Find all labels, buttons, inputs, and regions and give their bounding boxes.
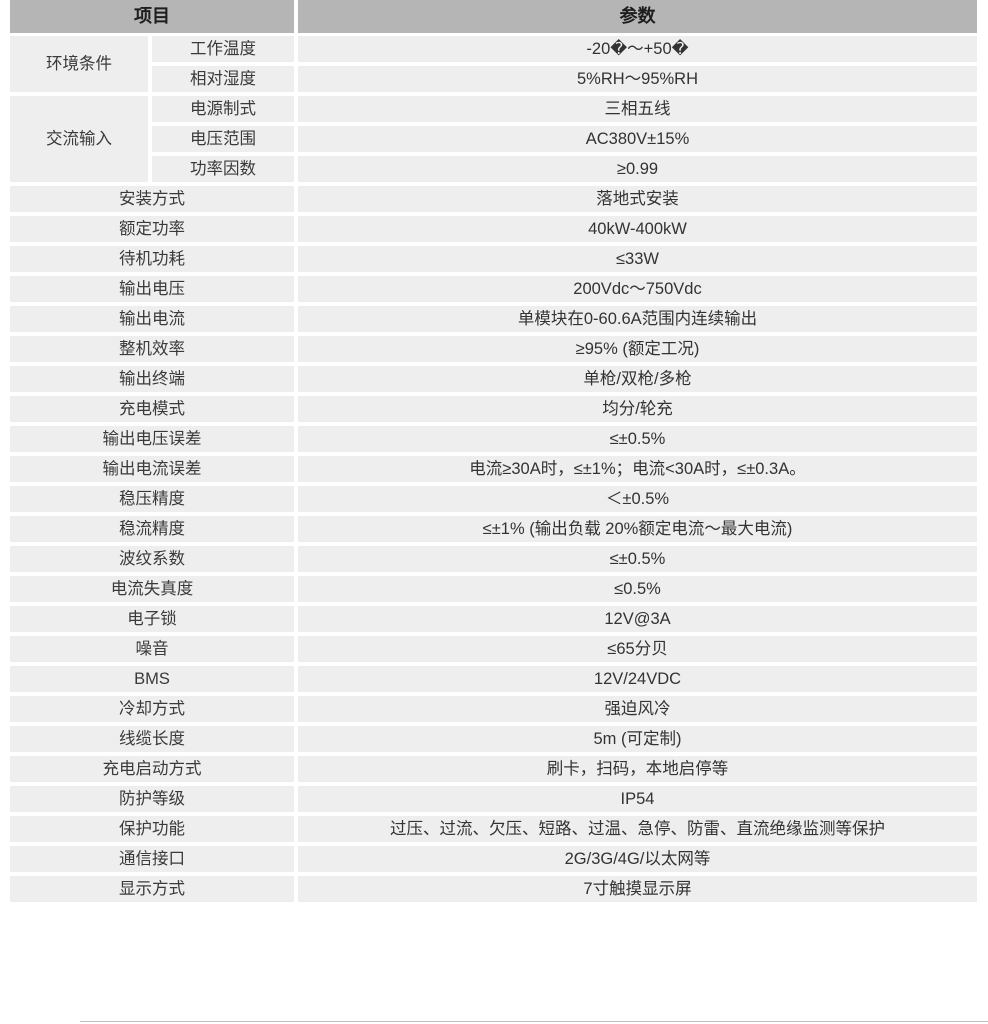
row-parameter-value: ≤±1% (输出负载 20%额定电流～最大电流) — [298, 516, 977, 546]
row-sub-label: 电源制式 — [152, 96, 298, 126]
table-row: 电压范围 AC380V±15% — [10, 126, 977, 156]
table-row: 稳压精度 ＜±0.5% — [10, 486, 977, 516]
row-parameter-value: ＜±0.5% — [298, 486, 977, 516]
row-label: 电流失真度 — [10, 576, 298, 606]
row-parameter-value: 12V@3A — [298, 606, 977, 636]
row-parameter-value: ≤±0.5% — [298, 546, 977, 576]
row-parameter-value: 单模块在0-60.6A范围内连续输出 — [298, 306, 977, 336]
table-row: 安装方式 落地式安装 — [10, 186, 977, 216]
table-row: 电流失真度 ≤0.5% — [10, 576, 977, 606]
table-row: 整机效率 ≥95% (额定工况) — [10, 336, 977, 366]
table-row: 通信接口 2G/3G/4G/以太网等 — [10, 846, 977, 876]
row-sub-label: 工作温度 — [152, 36, 298, 66]
bottom-rule — [80, 1021, 988, 1022]
row-sub-label: 相对湿度 — [152, 66, 298, 96]
row-label: 显示方式 — [10, 876, 298, 906]
specification-table: 项目 参数 环境条件 工作温度 -20�～+50� 相对湿度 5%RH～95%RH 交流输… — [10, 0, 977, 906]
table-row: 环境条件 工作温度 -20�～+50� — [10, 36, 977, 96]
row-label: 电子锁 — [10, 606, 298, 636]
row-label: 待机功耗 — [10, 246, 298, 276]
row-parameter-value: 落地式安装 — [298, 186, 977, 216]
row-parameter-value: ≥0.99 — [298, 156, 977, 186]
table-row: 待机功耗 ≤33W — [10, 246, 977, 276]
row-label: 稳压精度 — [10, 486, 298, 516]
row-label: 冷却方式 — [10, 696, 298, 726]
row-label: 安装方式 — [10, 186, 298, 216]
row-parameter-value: 5m (可定制) — [298, 726, 977, 756]
table-row: 相对湿度 5%RH～95%RH — [10, 66, 977, 96]
row-parameter-value: 2G/3G/4G/以太网等 — [298, 846, 977, 876]
table-row: 输出电流误差 电流≥30A时，≤±1%；电流<30A时，≤±0.3A。 — [10, 456, 977, 486]
row-parameter-value: 刷卡，扫码，本地启停等 — [298, 756, 977, 786]
table-row: 功率因数 ≥0.99 — [10, 156, 977, 186]
row-parameter-value: -20�～+50� — [298, 36, 977, 66]
row-label: 输出电流误差 — [10, 456, 298, 486]
row-parameter-value: 过压、过流、欠压、短路、过温、急停、防雷、直流绝缘监测等保护 — [298, 816, 977, 846]
table-row: 交流输入 电源制式 三相五线 — [10, 96, 977, 186]
row-label: 噪音 — [10, 636, 298, 666]
row-parameter-value: 均分/轮充 — [298, 396, 977, 426]
row-parameter-value: 单枪/双枪/多枪 — [298, 366, 977, 396]
row-parameter-value: ≤0.5% — [298, 576, 977, 606]
row-label: 稳流精度 — [10, 516, 298, 546]
row-label: 充电模式 — [10, 396, 298, 426]
row-parameter-value: AC380V±15% — [298, 126, 977, 156]
row-label: 防护等级 — [10, 786, 298, 816]
row-label: 波纹系数 — [10, 546, 298, 576]
row-parameter-value: 12V/24VDC — [298, 666, 977, 696]
row-label: 额定功率 — [10, 216, 298, 246]
row-label: 通信接口 — [10, 846, 298, 876]
row-label: 充电启动方式 — [10, 756, 298, 786]
row-parameter-value: 7寸触摸显示屏 — [298, 876, 977, 906]
table-row: BMS 12V/24VDC — [10, 666, 977, 696]
table-row: 冷却方式 强迫风冷 — [10, 696, 977, 726]
row-label: BMS — [10, 666, 298, 696]
row-parameter-value: ≤±0.5% — [298, 426, 977, 456]
row-group-label: 环境条件 — [10, 36, 152, 96]
row-parameter-value: ≤33W — [298, 246, 977, 276]
header-parameter: 参数 — [298, 0, 977, 36]
table-row: 输出终端 单枪/双枪/多枪 — [10, 366, 977, 396]
table-row: 线缆长度 5m (可定制) — [10, 726, 977, 756]
header-item: 项目 — [10, 0, 298, 36]
row-parameter-value: 200Vdc～750Vdc — [298, 276, 977, 306]
row-sub-label: 功率因数 — [152, 156, 298, 186]
row-parameter-value: 5%RH～95%RH — [298, 66, 977, 96]
row-label: 保护功能 — [10, 816, 298, 846]
table-row: 波纹系数 ≤±0.5% — [10, 546, 977, 576]
table-row: 噪音 ≤65分贝 — [10, 636, 977, 666]
table-header: 项目 参数 — [10, 0, 977, 36]
row-parameter-value: 三相五线 — [298, 96, 977, 126]
row-label: 输出电压 — [10, 276, 298, 306]
table-row: 输出电压 200Vdc～750Vdc — [10, 276, 977, 306]
row-label: 线缆长度 — [10, 726, 298, 756]
row-group-label: 交流输入 — [10, 96, 152, 186]
header-row: 项目 参数 — [10, 0, 977, 36]
row-parameter-value: 强迫风冷 — [298, 696, 977, 726]
table-row: 充电模式 均分/轮充 — [10, 396, 977, 426]
row-label: 输出电流 — [10, 306, 298, 336]
table-body: 环境条件 工作温度 -20�～+50� 相对湿度 5%RH～95%RH 交流输入 电源制式三… — [10, 36, 977, 906]
table-row: 输出电压误差 ≤±0.5% — [10, 426, 977, 456]
row-label: 输出终端 — [10, 366, 298, 396]
row-parameter-value: IP54 — [298, 786, 977, 816]
table-row: 额定功率 40kW-400kW — [10, 216, 977, 246]
table-row: 输出电流 单模块在0-60.6A范围内连续输出 — [10, 306, 977, 336]
table-row: 显示方式 7寸触摸显示屏 — [10, 876, 977, 906]
table-row: 充电启动方式 刷卡，扫码，本地启停等 — [10, 756, 977, 786]
table-row: 稳流精度 ≤±1% (输出负载 20%额定电流～最大电流) — [10, 516, 977, 546]
row-label: 输出电压误差 — [10, 426, 298, 456]
table-row: 电子锁 12V@3A — [10, 606, 977, 636]
row-parameter-value: 电流≥30A时，≤±1%；电流<30A时，≤±0.3A。 — [298, 456, 977, 486]
row-parameter-value: ≥95% (额定工况) — [298, 336, 977, 366]
table-row: 防护等级 IP54 — [10, 786, 977, 816]
table-row: 保护功能 过压、过流、欠压、短路、过温、急停、防雷、直流绝缘监测等保护 — [10, 816, 977, 846]
row-sub-label: 电压范围 — [152, 126, 298, 156]
row-parameter-value: ≤65分贝 — [298, 636, 977, 666]
row-parameter-value: 40kW-400kW — [298, 216, 977, 246]
row-label: 整机效率 — [10, 336, 298, 366]
